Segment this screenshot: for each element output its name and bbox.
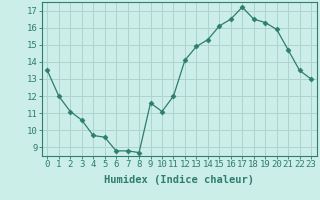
X-axis label: Humidex (Indice chaleur): Humidex (Indice chaleur) (104, 175, 254, 185)
